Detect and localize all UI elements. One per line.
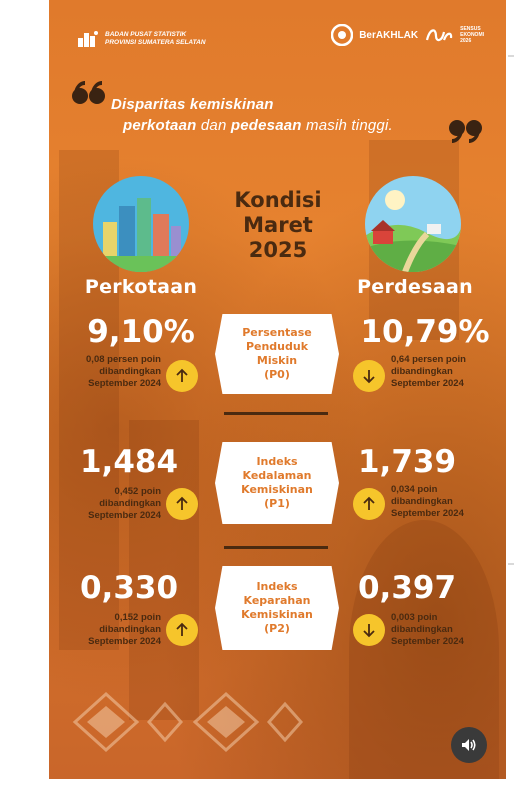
sensus-line-3: 2026 <box>460 38 472 44</box>
berakhlak-logo-icon <box>331 24 354 46</box>
label-line: Kemiskinan <box>241 483 313 496</box>
indicator-label: Indeks Keparahan Kemiskinan (P2) <box>215 566 339 650</box>
label-line: Miskin <box>256 354 298 367</box>
center-title-line-1: Kondisi <box>234 188 322 212</box>
indicator-label: Persentase Penduduk Miskin (P0) <box>215 314 339 394</box>
rural-note: 0,034 poin dibandingkan September 2024 <box>391 484 491 520</box>
note-line: dibandingkan <box>391 624 453 635</box>
rural-note: 0,003 poin dibandingkan September 2024 <box>391 612 491 648</box>
note-line: dibandingkan <box>99 624 161 635</box>
rural-illustration <box>365 176 461 272</box>
songket-motif-icon <box>72 691 140 753</box>
indicator-label: Indeks Kedalaman Kemiskinan (P1) <box>215 442 339 524</box>
note-line: 0,034 poin <box>391 484 438 495</box>
note-line: 0,64 persen poin <box>391 354 466 365</box>
quote-close-icon <box>449 120 482 143</box>
note-line: 0,452 poin <box>114 486 161 497</box>
note-line: dibandingkan <box>391 496 453 507</box>
songket-motif-icon <box>146 701 184 743</box>
section-divider <box>224 546 328 549</box>
speaker-icon <box>462 739 476 751</box>
note-line: dibandingkan <box>99 366 161 377</box>
label-line: (P1) <box>264 497 290 510</box>
urban-illustration <box>93 176 189 272</box>
arrow-up-icon <box>166 360 198 392</box>
label-line: Kedalaman <box>242 469 312 482</box>
rural-value: 10,79% <box>360 314 490 350</box>
songket-motif-icon <box>266 701 304 743</box>
org-region: PROVINSI SUMATERA SELATAN <box>105 39 206 46</box>
village-icon <box>365 176 461 272</box>
sensus-logo-icon <box>426 29 453 42</box>
sound-toggle-button[interactable] <box>451 727 487 763</box>
note-line: September 2024 <box>391 508 464 519</box>
headline-rural: pedesaan <box>230 117 302 134</box>
label-line: Persentase <box>242 326 312 339</box>
label-line: Penduduk <box>245 340 309 353</box>
arrow-up-icon <box>166 614 198 646</box>
bps-logo-icon <box>78 31 98 47</box>
arrow-up-icon <box>166 488 198 520</box>
label-line: Indeks <box>256 455 298 468</box>
arrow-down-icon <box>353 614 385 646</box>
headline: Disparitas kemiskinan perkotaan dan pede… <box>111 94 441 136</box>
rural-value: 1,739 <box>357 444 457 480</box>
background-building <box>129 420 199 720</box>
urban-value: 9,10% <box>87 314 195 350</box>
label-line: Kemiskinan <box>241 608 313 621</box>
songket-motif-icon <box>192 691 260 753</box>
label-line: Keparahan <box>243 594 311 607</box>
urban-note: 0,452 poin dibandingkan September 2024 <box>61 486 161 522</box>
berakhlak-label: BerAKHLAK <box>359 29 419 41</box>
rural-note: 0,64 persen poin dibandingkan September … <box>391 354 491 390</box>
headline-tail: masih tinggi. <box>301 117 393 134</box>
infographic-card: BADAN PUSAT STATISTIK PROVINSI SUMATERA … <box>49 0 506 779</box>
label-line: Indeks <box>256 580 298 593</box>
urban-note: 0,08 persen poin dibandingkan September … <box>61 354 161 390</box>
note-line: 0,08 persen poin <box>86 354 161 365</box>
center-title-line-3: 2025 <box>248 238 308 262</box>
label-line: (P0) <box>264 368 290 381</box>
note-line: September 2024 <box>391 378 464 389</box>
note-line: September 2024 <box>88 510 161 521</box>
edge-divider <box>508 563 514 565</box>
headline-connector: dan <box>196 117 231 134</box>
sensus-line-1: SENSUS <box>460 26 481 32</box>
note-line: September 2024 <box>391 636 464 647</box>
city-icon <box>93 176 189 272</box>
note-line: dibandingkan <box>391 366 453 377</box>
note-line: 0,003 poin <box>391 612 438 623</box>
label-line: (P2) <box>264 622 290 635</box>
headline-line-1: Disparitas kemiskinan <box>111 96 274 113</box>
center-title: Kondisi Maret 2025 <box>211 188 345 263</box>
section-divider <box>224 412 328 415</box>
rural-value: 0,397 <box>357 570 457 606</box>
urban-value: 0,330 <box>79 570 179 606</box>
edge-divider <box>508 55 514 57</box>
note-line: 0,152 poin <box>114 612 161 623</box>
quote-open-icon <box>72 81 105 104</box>
region-urban: Perkotaan <box>84 276 198 298</box>
note-line: September 2024 <box>88 378 161 389</box>
bps-header: BADAN PUSAT STATISTIK PROVINSI SUMATERA … <box>77 30 206 48</box>
center-title-line-2: Maret <box>243 213 313 237</box>
org-name: BADAN PUSAT STATISTIK <box>105 31 187 38</box>
campaign-logos: BerAKHLAK SENSUS EKONOMI 2026 <box>331 24 484 46</box>
arrow-up-icon <box>353 488 385 520</box>
urban-note: 0,152 poin dibandingkan September 2024 <box>61 612 161 648</box>
urban-value: 1,484 <box>79 444 179 480</box>
note-line: September 2024 <box>88 636 161 647</box>
sensus-line-2: EKONOMI <box>460 32 484 38</box>
region-rural: Perdesaan <box>357 276 473 298</box>
arrow-down-icon <box>353 360 385 392</box>
headline-urban: perkotaan <box>123 117 197 134</box>
note-line: dibandingkan <box>99 498 161 509</box>
